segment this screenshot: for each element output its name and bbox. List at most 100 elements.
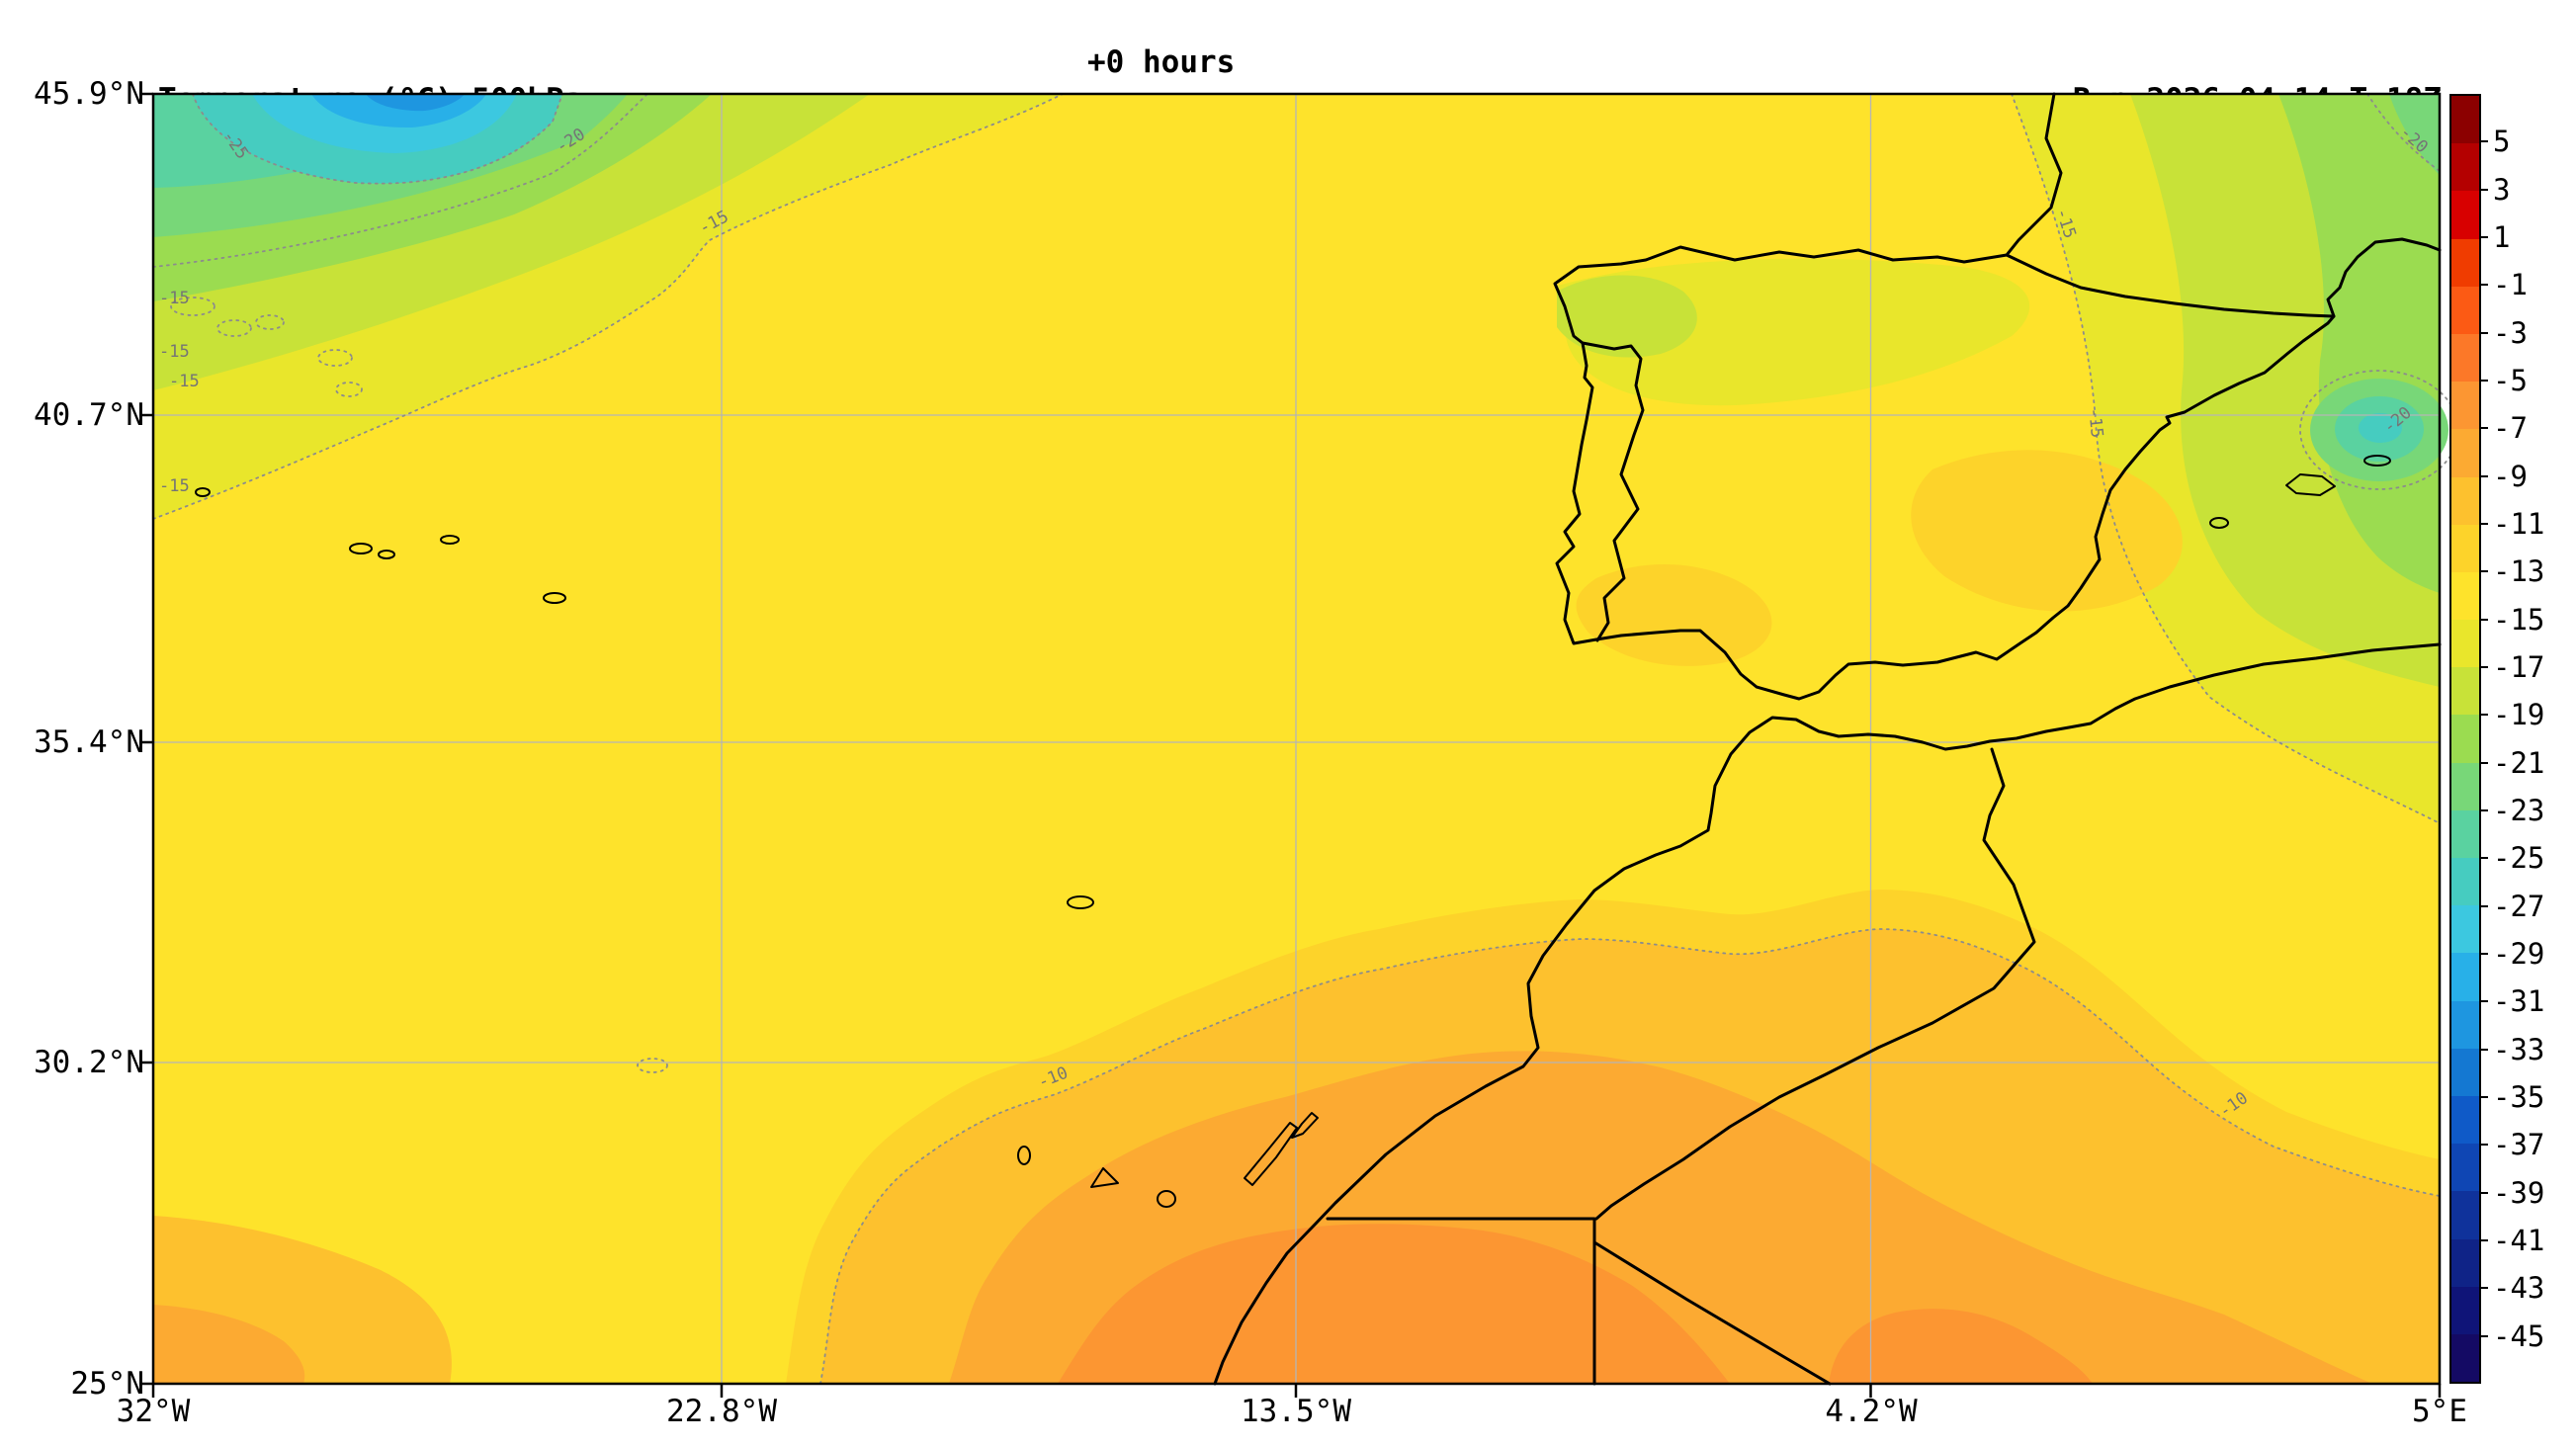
contour--10-south [819, 928, 2441, 1385]
colorbar-tick-label: 3 [2493, 172, 2511, 207]
colorbar-tick [2479, 236, 2488, 238]
colorbar-tick-label: -45 [2493, 1318, 2545, 1353]
lat-tick-label: 45.9°N [34, 76, 144, 112]
contour--20-corner [2366, 93, 2441, 172]
colorbar-segment [2451, 429, 2479, 477]
colorbar-tick-label: -17 [2493, 650, 2545, 684]
contour--15-loop-b [216, 319, 252, 337]
colorbar-tick-label: -29 [2493, 937, 2545, 971]
colorbar-segment [2451, 620, 2479, 668]
border-morocco-algeria [1594, 747, 2036, 1221]
colorbar-tick [2479, 1334, 2488, 1337]
colorbar-tick [2479, 666, 2488, 668]
colorbar [2449, 94, 2481, 1384]
colorbar-segment [2451, 286, 2479, 334]
contour-label: -15 [159, 476, 190, 496]
axis-ticks [139, 92, 2442, 1398]
contour-loop-atlantic [637, 1058, 668, 1073]
contour--20-nw [152, 93, 648, 268]
colorbar-tick [2479, 380, 2488, 382]
colorbar-tick-label: -37 [2493, 1128, 2545, 1162]
contour--15-loop-d [317, 349, 353, 367]
contour--25-nw [192, 93, 563, 185]
lat-tick-label: 40.7°N [34, 397, 144, 433]
colorbar-tick-label: -7 [2493, 411, 2528, 446]
colorbar-tick [2479, 140, 2488, 143]
island-ibiza [2209, 517, 2229, 529]
coast-iberia-france [1553, 92, 2442, 701]
island-azores-e [543, 592, 566, 604]
colorbar-tick-label: -21 [2493, 745, 2545, 780]
colorbar-tick-label: -35 [2493, 1080, 2545, 1114]
temperature-field [153, 94, 2448, 1384]
island-azores-a [195, 487, 211, 497]
colorbar-tick-label: -43 [2493, 1271, 2545, 1306]
colorbar-tick [2479, 188, 2488, 191]
sw-corner--7--9 [153, 1305, 305, 1384]
colorbar-segment [2451, 382, 2479, 430]
colorbar-tick-label: -41 [2493, 1224, 2545, 1257]
colorbar-tick-label: -23 [2493, 794, 2545, 827]
colorbar-tick-label: -39 [2493, 1175, 2545, 1210]
med-cold-pocket-inner [2359, 413, 2402, 443]
colorbar-tick-label: -15 [2493, 602, 2545, 637]
colorbar-segment [2451, 667, 2479, 716]
band--31--33-core [366, 94, 465, 112]
contour-label: -15 [169, 372, 200, 391]
island-fuerteventura [1244, 1122, 1298, 1186]
island-mallorca [2285, 473, 2336, 496]
island-madeira [1067, 895, 1094, 909]
contour--15-east [2011, 93, 2441, 824]
colorbar-segment [2451, 858, 2479, 906]
island-azores-b [349, 543, 373, 554]
colorbar-tick-label: -5 [2493, 364, 2528, 397]
lon-tick-label: 22.8°W [666, 1394, 777, 1429]
lat-tick-label: 35.4°N [34, 724, 144, 760]
island-lanzarote [1291, 1112, 1319, 1139]
lon-tick-label: 5°E [2412, 1394, 2467, 1429]
colorbar-tick [2479, 284, 2488, 287]
colorbar-tick-label: -11 [2493, 507, 2545, 541]
colorbar-tick [2479, 570, 2488, 573]
colorbar-tick [2479, 714, 2488, 717]
coastlines [195, 92, 2442, 1386]
colorbar-tick-label: -3 [2493, 315, 2528, 350]
colorbar-tick [2479, 953, 2488, 955]
border-france-spain [2005, 253, 2336, 318]
colorbar-segment [2451, 238, 2479, 287]
contour-label: -15 [2084, 406, 2106, 439]
colorbar-segment [2451, 1095, 2479, 1145]
colorbar-tick [2479, 1144, 2488, 1147]
contour--15-loop-a [170, 297, 215, 316]
colorbar-segment [2451, 524, 2479, 572]
lon-tick-label: 4.2°W [1825, 1394, 1918, 1429]
colorbar-segment [2451, 1333, 2479, 1383]
colorbar-segment [2451, 953, 2479, 1001]
colorbar-tick-label: 5 [2493, 125, 2511, 159]
border-western-sahara [1326, 1217, 1832, 1386]
colorbar-tick [2479, 331, 2488, 334]
colorbar-segment [2451, 96, 2479, 144]
galicia-cool-patch [1557, 275, 1697, 358]
colorbar-tick [2479, 1191, 2488, 1194]
island-azores-c [378, 550, 395, 559]
colorbar-segment [2451, 333, 2479, 383]
grid-lines [153, 94, 2440, 1384]
colorbar-segment [2451, 1191, 2479, 1239]
colorbar-segment [2451, 715, 2479, 763]
forecast-hour-label: +0 hours [1087, 44, 1236, 80]
contour--15-nw [152, 93, 1064, 520]
lat-tick-label: 25°N [70, 1366, 144, 1402]
colorbar-tick-label: -19 [2493, 698, 2545, 732]
colorbar-segment [2451, 571, 2479, 621]
colorbar-tick [2479, 618, 2488, 621]
temperature-map: -15-15-15-15-15-20-25-15-15 -20-20-10-10 [139, 92, 2459, 1398]
colorbar-tick [2479, 904, 2488, 907]
contour-label: -15 [159, 342, 190, 362]
lon-tick-label: 13.5°W [1241, 1394, 1351, 1429]
contour-label: -15 [159, 289, 190, 308]
colorbar-tick [2479, 1239, 2488, 1241]
colorbar-tick [2479, 809, 2488, 811]
colorbar-tick-label: 1 [2493, 220, 2511, 254]
colorbar-segment [2451, 1144, 2479, 1192]
